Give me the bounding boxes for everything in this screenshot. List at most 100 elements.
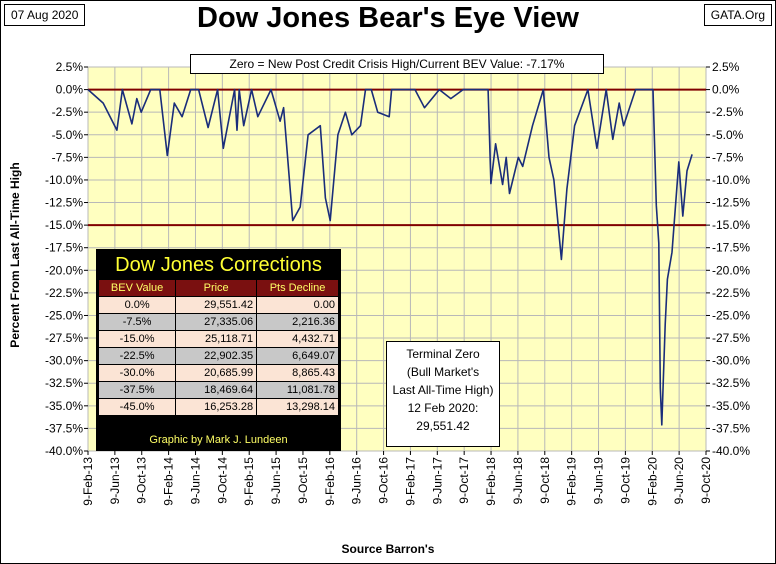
table-cell: 6,649.07 xyxy=(256,347,339,365)
chart-title: Dow Jones Bear's Eye View xyxy=(197,2,579,34)
table-row: 0.0% 29,551.42 0.00 xyxy=(97,296,339,314)
y-tick-label: -10.0% xyxy=(712,173,750,187)
table-cell: 11,081.78 xyxy=(256,381,339,399)
y-tick-label: -5.0% xyxy=(712,128,744,142)
y-tick-label: -37.5% xyxy=(45,421,83,435)
x-tick-label: 9-Oct-18 xyxy=(538,457,552,504)
table-row: -15.0% 25,118.71 4,432.71 xyxy=(97,330,339,348)
y-tick-label: -30.0% xyxy=(45,354,83,368)
x-tick-label: 9-Oct-15 xyxy=(296,457,310,504)
table-cell: -45.0% xyxy=(97,398,177,416)
y-tick-label: -25.0% xyxy=(45,308,83,322)
y-tick-label: -15.0% xyxy=(712,218,750,232)
y-tick-label: -40.0% xyxy=(712,444,750,458)
y-tick-label: 0.0% xyxy=(712,83,740,97)
annotation-line: 12 Feb 2020: xyxy=(407,401,479,415)
table-cell: -37.5% xyxy=(97,381,177,399)
x-tick-label: 9-Feb-15 xyxy=(242,457,256,506)
y-tick-label: -7.5% xyxy=(712,150,744,164)
x-tick-label: 9-Jun-18 xyxy=(511,457,525,505)
table-cell: 22,902.35 xyxy=(175,347,258,365)
table-cell: -7.5% xyxy=(97,313,177,331)
y-tick-label: -22.5% xyxy=(712,286,750,300)
y-tick-label: 2.5% xyxy=(712,60,740,74)
table-cell: 16,253.28 xyxy=(175,398,258,416)
y-tick-label: -2.5% xyxy=(52,105,84,119)
y-tick-label: -35.0% xyxy=(712,399,750,413)
y-tick-label: -27.5% xyxy=(712,331,750,345)
table-cell: -15.0% xyxy=(97,330,177,348)
y-tick-label: -2.5% xyxy=(712,105,744,119)
y-axis-right: 2.5% 0.0% -2.5% -5.0% -7.5% -10.0% -12.5% -15.0… xyxy=(706,60,750,458)
column-header: BEV Value xyxy=(97,279,177,297)
table-cell: -30.0% xyxy=(97,364,177,382)
table-cell: 20,685.99 xyxy=(175,364,258,382)
x-tick-label: 9-Feb-13 xyxy=(81,457,95,506)
table-cell: 25,118.71 xyxy=(175,330,258,348)
table-cell: 18,469.64 xyxy=(175,381,258,399)
x-tick-label: 9-Oct-19 xyxy=(618,457,632,504)
y-tick-label: 0.0% xyxy=(56,83,84,97)
table-cell: 0.00 xyxy=(256,296,339,314)
y-tick-label: -7.5% xyxy=(52,150,84,164)
y-tick-label: 2.5% xyxy=(56,60,84,74)
annotation-line: (Bull Market's xyxy=(406,365,480,379)
y-tick-label: -37.5% xyxy=(712,421,750,435)
x-tick-label: 9-Feb-19 xyxy=(565,457,579,506)
x-tick-label: 9-Jun-14 xyxy=(188,457,202,505)
y-tick-label: -5.0% xyxy=(52,128,84,142)
column-header: Pts Decline xyxy=(256,279,339,297)
y-tick-label: -20.0% xyxy=(45,263,83,277)
series-line xyxy=(87,88,693,426)
table-cell: 8,865.43 xyxy=(256,364,339,382)
table-row: -22.5% 22,902.35 6,649.07 xyxy=(97,347,339,365)
graphic-credit: Graphic by Mark J. Lundeen xyxy=(149,434,288,446)
table-row: -37.5% 18,469.64 11,081.78 xyxy=(97,381,339,399)
y-tick-label: -22.5% xyxy=(45,286,83,300)
table-cell: -22.5% xyxy=(97,347,177,365)
x-axis: 9-Feb-13 9-Jun-13 9-Oct-13 9-Feb-14 9-Jun-14… xyxy=(81,451,713,506)
x-tick-label: 9-Feb-17 xyxy=(403,457,417,506)
y-tick-label: -20.0% xyxy=(712,263,750,277)
table-cell: 13,298.14 xyxy=(256,398,339,416)
corrections-table: BEV Value Price Pts Decline 0.0% 29,551.… xyxy=(97,279,339,416)
x-tick-label: 9-Feb-18 xyxy=(484,457,498,506)
table-cell: 27,335.06 xyxy=(175,313,258,331)
y-axis-left: 2.5% 0.0% -2.5% -5.0% -7.5% -10.0% -12.5% -15.0… xyxy=(45,60,88,458)
y-tick-label: -32.5% xyxy=(712,376,750,390)
x-tick-label: 9-Feb-20 xyxy=(645,457,659,506)
corrections-table-panel: Dow Jones Corrections BEV Value Price Pt… xyxy=(96,249,341,451)
x-tick-label: 9-Jun-17 xyxy=(430,457,444,505)
annotation-line: Last All-Time High) xyxy=(392,383,494,397)
table-cell: 29,551.42 xyxy=(175,296,258,314)
terminal-zero-annotation: Terminal Zero (Bull Market's Last All-Ti… xyxy=(386,341,500,447)
y-tick-label: -27.5% xyxy=(45,331,83,345)
column-header: Price xyxy=(175,279,258,297)
x-tick-label: 9-Jun-15 xyxy=(269,457,283,505)
y-axis-label: Percent From Last All-Time High xyxy=(8,162,22,348)
site-label: GATA.Org xyxy=(703,4,772,26)
table-row: -30.0% 20,685.99 8,865.43 xyxy=(97,364,339,382)
y-tick-label: -12.5% xyxy=(45,196,83,210)
table-cell: 2,216.36 xyxy=(256,313,339,331)
table-row: -7.5% 27,335.06 2,216.36 xyxy=(97,313,339,331)
x-tick-label: 9-Oct-20 xyxy=(699,457,713,504)
y-tick-label: -32.5% xyxy=(45,376,83,390)
x-tick-label: 9-Oct-14 xyxy=(215,457,229,504)
x-tick-label: 9-Oct-16 xyxy=(377,457,391,504)
y-tick-label: -35.0% xyxy=(45,399,83,413)
y-tick-label: -30.0% xyxy=(712,354,750,368)
y-tick-label: -12.5% xyxy=(712,196,750,210)
x-tick-label: 9-Jun-20 xyxy=(672,457,686,505)
y-tick-label: -25.0% xyxy=(712,308,750,322)
x-tick-label: 9-Feb-14 xyxy=(162,457,176,506)
y-tick-label: -17.5% xyxy=(712,241,750,255)
corrections-table-title: Dow Jones Corrections xyxy=(115,254,322,276)
bev-subtitle-box: Zero = New Post Credit Crisis High/Curre… xyxy=(190,54,604,74)
table-cell: 4,432.71 xyxy=(256,330,339,348)
y-tick-label: -40.0% xyxy=(45,444,83,458)
y-tick-label: -17.5% xyxy=(45,241,83,255)
table-cell: 0.0% xyxy=(97,296,177,314)
annotation-line: 29,551.42 xyxy=(416,419,470,433)
y-tick-label: -10.0% xyxy=(45,173,83,187)
